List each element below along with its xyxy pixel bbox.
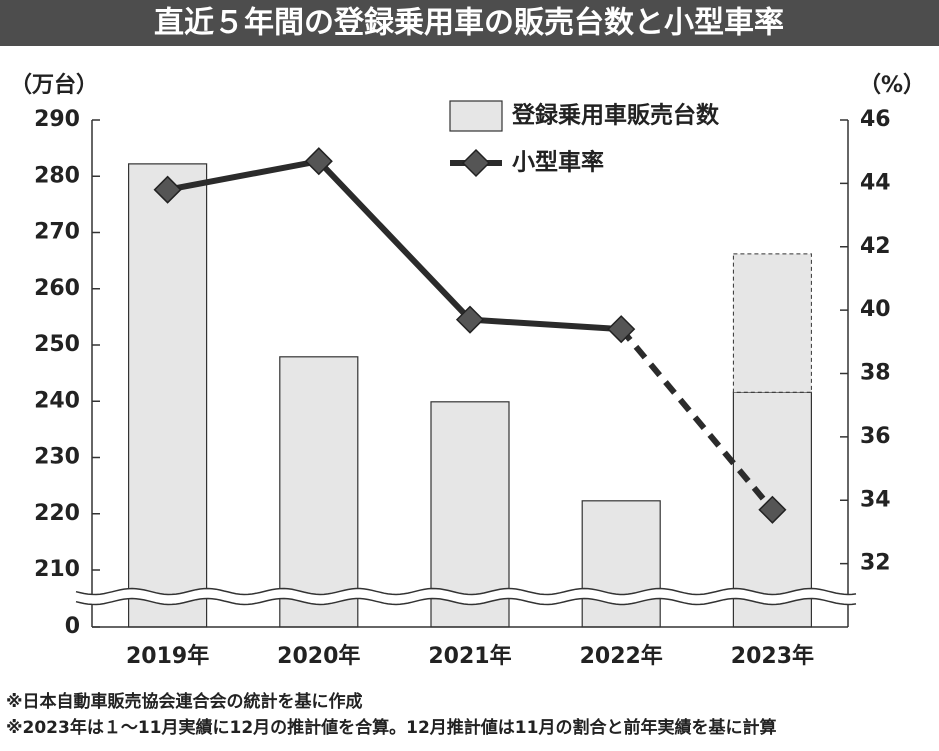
x-tick-label: 2022年 [580, 643, 663, 669]
y-tick-label: 230 [34, 445, 80, 470]
y2-tick-label: 46 [860, 107, 891, 132]
y2-tick-label: 44 [860, 170, 891, 195]
marker [758, 495, 787, 524]
y-tick-label: 240 [34, 388, 80, 413]
y2-tick-label: 32 [860, 551, 891, 576]
y2-axis-label: （%） [859, 73, 925, 98]
y-tick-label: 290 [34, 107, 80, 132]
marker [607, 315, 636, 344]
y-tick-label: 280 [34, 163, 80, 188]
bar [279, 356, 359, 628]
y2-tick-label: 38 [860, 361, 891, 386]
y-tick-label: 220 [34, 501, 80, 526]
bar [732, 253, 812, 393]
title-bar [0, 0, 939, 46]
y2-tick-label: 36 [860, 424, 891, 449]
x-tick-label: 2023年 [731, 643, 814, 669]
legend-label: 小型車率 [512, 149, 604, 176]
note: ※2023年は１～11月実績に12月の推計値を合算。12月推計値は11月の割合と… [6, 717, 776, 738]
y2-tick-label: 42 [860, 234, 891, 259]
axis-break-band [76, 588, 856, 605]
bar [128, 163, 208, 628]
x-tick-label: 2021年 [428, 643, 511, 669]
y-tick-label: 210 [34, 557, 80, 582]
x-tick-label: 2019年 [126, 643, 209, 669]
bar [581, 500, 661, 628]
legend-marker [461, 148, 491, 178]
y-tick-label: 270 [34, 220, 80, 245]
x-tick-label: 2020年 [277, 643, 360, 669]
y-axis-label: （万台） [10, 72, 98, 98]
y2-tick-label: 40 [860, 297, 891, 322]
legend-label: 登録乗用車販売台数 [511, 102, 720, 129]
chart-title: 直近５年間の登録乗用車の販売台数と小型車率 [154, 6, 784, 41]
marker [153, 175, 182, 204]
note: ※日本自動車販売協会連合会の統計を基に作成 [6, 691, 363, 712]
y2-tick-label: 34 [860, 487, 891, 512]
y-tick-label: 250 [34, 332, 80, 357]
y-tick-label: 0 [65, 614, 80, 639]
marker [304, 147, 333, 176]
line-dashed [618, 327, 775, 512]
axis-break-line [75, 587, 857, 596]
y-tick-label: 260 [34, 276, 80, 301]
axis-break-line [75, 597, 857, 606]
legend-swatch [449, 100, 503, 132]
line [167, 157, 622, 333]
marker [455, 305, 485, 334]
